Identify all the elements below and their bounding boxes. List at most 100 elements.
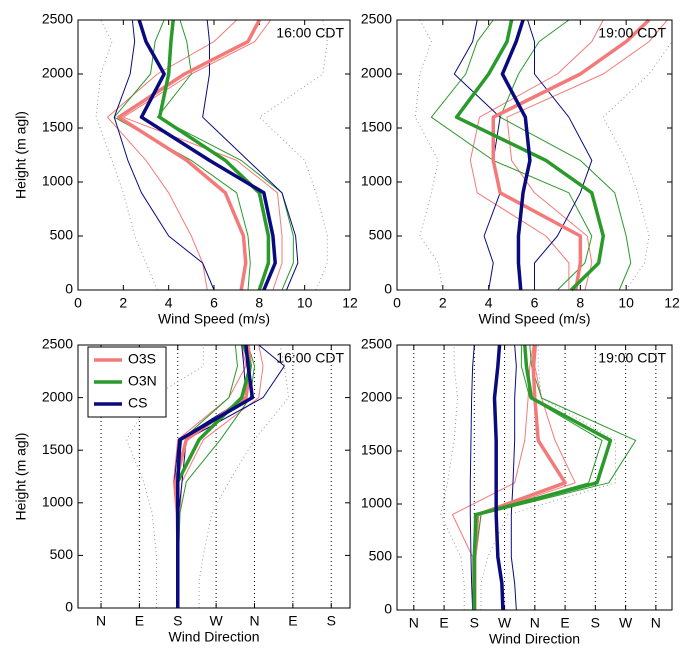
profile-line: [177, 344, 285, 608]
x-axis-title: Wind Direction: [489, 631, 580, 647]
x-tick-label: 6: [210, 295, 218, 311]
x-tick-label: W: [619, 615, 633, 631]
x-tick-label: N: [96, 613, 106, 629]
x-tick-label: S: [327, 613, 336, 629]
x-tick-label: E: [560, 615, 569, 631]
profile-line: [198, 344, 290, 608]
annotation: 16:00 CDT: [276, 25, 344, 41]
x-tick-label: 4: [485, 295, 493, 311]
profile-line: [510, 344, 517, 611]
y-tick-label: 1500: [42, 441, 73, 457]
panel: 0 2 4 6 8 10 12 0 500 1000 1500 2000 2500 16:00 CDT Wi…: [13, 11, 358, 327]
profile-line: [117, 19, 261, 291]
x-tick-label: N: [409, 615, 419, 631]
profile-line: [430, 19, 593, 291]
profile-line: [173, 344, 252, 608]
x-tick-label: 12: [342, 295, 358, 311]
x-tick-label: E: [135, 613, 144, 629]
profile-line: [499, 19, 632, 291]
plot-frame: [77, 344, 351, 609]
x-tick-label: N: [249, 613, 259, 629]
plot-frame: [396, 19, 673, 291]
legend-label: O3N: [128, 373, 157, 389]
profile-line: [454, 19, 605, 292]
y-tick-label: 2500: [361, 336, 392, 352]
y-tick-label: 500: [369, 227, 393, 243]
profile-line: [106, 19, 238, 291]
profile-line: [500, 19, 532, 291]
x-axis-title: Wind Direction: [168, 629, 259, 645]
annotation: 16:00 CDT: [276, 350, 344, 366]
y-tick-label: 2500: [42, 11, 73, 27]
x-tick-label: 12: [664, 295, 680, 311]
profile-line: [492, 344, 505, 611]
profile-line: [472, 344, 567, 610]
plot-frame: [77, 19, 351, 291]
plot-frame: [396, 344, 673, 611]
y-tick-label: 1500: [42, 119, 73, 135]
profile-line: [506, 19, 668, 291]
panel: N E S W N E S 0 500 1000 1500 2000 2500 16:00 CDT Wind…: [13, 336, 351, 645]
x-tick-label: 8: [576, 295, 584, 311]
profile-line: [440, 345, 465, 610]
x-axis-title: Wind Speed (m/s): [158, 311, 270, 327]
x-tick-label: W: [210, 613, 224, 629]
y-tick-label: 2000: [42, 65, 73, 81]
x-tick-label: 6: [531, 295, 539, 311]
x-axis-title: Wind Speed (m/s): [478, 311, 590, 327]
profile-line: [414, 19, 444, 291]
y-tick-label: 2500: [42, 336, 73, 352]
x-tick-label: 2: [439, 295, 447, 311]
profile-line: [491, 18, 651, 291]
profile-line: [469, 19, 604, 290]
profile-line: [527, 19, 593, 290]
profile-line: [157, 19, 271, 291]
y-tick-label: 1000: [361, 495, 392, 511]
profile-line: [176, 344, 252, 608]
profile-line: [258, 19, 328, 291]
x-tick-label: 10: [618, 295, 634, 311]
y-axis-title: Height (m agl): [13, 433, 29, 521]
profile-line: [602, 20, 673, 291]
profile-line: [113, 19, 215, 291]
profile-line: [95, 19, 158, 291]
profile-line: [451, 344, 534, 610]
profile-line: [176, 344, 255, 608]
x-tick-label: E: [439, 615, 448, 631]
y-tick-label: 1000: [361, 173, 392, 189]
y-tick-label: 2500: [361, 11, 392, 27]
panel: 0 2 4 6 8 10 12 0 500 1000 1500 2000 2500 19:00 CDT Wi…: [361, 11, 680, 327]
y-tick-label: 500: [369, 548, 393, 564]
x-tick-label: W: [498, 615, 512, 631]
y-tick-label: 2000: [42, 388, 73, 404]
y-tick-label: 2000: [361, 65, 392, 81]
x-tick-label: S: [173, 613, 182, 629]
annotation: 19:00 CDT: [598, 25, 666, 41]
profile-line: [480, 345, 617, 610]
x-tick-label: 0: [393, 295, 401, 311]
x-tick-label: 0: [74, 295, 82, 311]
y-tick-label: 0: [65, 281, 73, 297]
profile-line: [178, 344, 256, 608]
x-tick-label: E: [288, 613, 297, 629]
profile-line: [156, 19, 294, 291]
profile-line: [472, 344, 613, 610]
profile-line: [473, 345, 603, 610]
profile-line: [202, 19, 299, 291]
legend-label: CS: [128, 395, 147, 411]
x-tick-label: N: [530, 615, 540, 631]
y-tick-label: 0: [65, 599, 73, 615]
x-tick-label: 10: [297, 295, 313, 311]
x-tick-label: S: [591, 615, 600, 631]
y-tick-label: 1000: [42, 494, 73, 510]
profile-line: [469, 344, 475, 611]
y-tick-label: 500: [50, 227, 74, 243]
profile-line: [122, 19, 283, 291]
x-tick-label: 8: [255, 295, 263, 311]
y-tick-label: 1500: [361, 119, 392, 135]
profile-line: [137, 19, 277, 291]
panel: N E S W N E S W N 0 500 1000 1500 2000 2500 19:00 CDT Wi…: [361, 336, 673, 647]
x-tick-label: 4: [165, 295, 173, 311]
x-tick-label: S: [470, 615, 479, 631]
